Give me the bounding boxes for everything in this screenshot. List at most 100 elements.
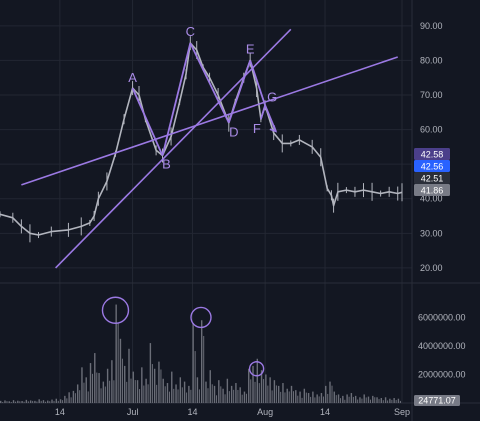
trendline[interactable] [55, 28, 292, 269]
volume-bar [94, 353, 96, 403]
volume-bar [365, 397, 367, 403]
volume-bar [143, 385, 145, 403]
volume-bar [245, 393, 247, 403]
volume-bar [76, 384, 79, 403]
volume-bar [70, 397, 72, 403]
price-tick-label: 30.00 [420, 228, 443, 238]
volume-bar [19, 401, 21, 403]
volume-bar [160, 369, 162, 403]
volume-bar [301, 397, 303, 403]
volume-bar [126, 381, 128, 403]
pattern-label-c: C [186, 24, 195, 39]
volume-bar [269, 377, 271, 403]
pattern-label-b: B [162, 157, 171, 172]
volume-bar [89, 363, 92, 403]
volume-bar [271, 390, 273, 403]
pattern-label-e: E [246, 41, 255, 56]
volume-bar [42, 400, 45, 403]
volume-bar [72, 390, 75, 403]
volume-bar [177, 389, 179, 403]
volume-bar [147, 384, 149, 403]
volume-bar [81, 367, 83, 403]
volume-bar [100, 388, 102, 403]
harmonic-pattern: A B C D E F G [21, 24, 398, 377]
volume-highlight-circle[interactable] [190, 306, 212, 329]
time-tick-label: Aug [257, 407, 273, 417]
pattern-leg[interactable] [189, 42, 230, 124]
volume-bar [168, 391, 170, 403]
volume-bar [391, 399, 393, 403]
volume-bar [6, 401, 8, 403]
volume-bar [130, 378, 132, 403]
pattern-label-d: D [229, 125, 238, 140]
pattern-leg[interactable] [227, 60, 252, 123]
volume-bar [136, 380, 139, 403]
price-tick-label: 90.00 [420, 21, 443, 31]
volume-bar [59, 399, 62, 403]
volume-bar [113, 380, 115, 403]
volume-bar [117, 323, 119, 403]
volume-bar [329, 381, 331, 403]
volume-bar [175, 384, 177, 403]
volume-bar [209, 370, 211, 403]
volume-bar [211, 384, 213, 403]
time-tick-label: 14 [187, 407, 197, 417]
volume-bar [198, 389, 200, 403]
volume-tick-label: 2000000.00 [418, 369, 466, 379]
pattern-leg[interactable] [249, 60, 267, 106]
volume-highlight-circle[interactable] [248, 361, 265, 377]
volume-bar [359, 397, 361, 403]
volume-bar [361, 398, 363, 403]
volume-bar [224, 394, 226, 403]
pattern-leg[interactable] [131, 87, 164, 156]
volume-bar [322, 396, 324, 403]
volume-bar [350, 393, 353, 403]
volume-highlight-circle[interactable] [101, 296, 130, 324]
volume-tag-label: 24771.07 [418, 396, 456, 406]
volume-bar [352, 396, 354, 403]
volume-bar [369, 399, 371, 403]
volume-bar [310, 396, 312, 403]
volume-bar [25, 399, 28, 403]
price-tag-purple [414, 148, 450, 160]
volume-bar [222, 388, 224, 403]
volume-bar [203, 335, 205, 403]
volume-bar [293, 391, 295, 403]
price-tag-label: 41.86 [421, 186, 444, 196]
volume-bar [34, 400, 36, 403]
volume-bar [23, 401, 25, 403]
volume-bar [344, 399, 346, 403]
price-series-line [0, 42, 403, 236]
volume-bar [8, 401, 10, 403]
volume-bar [49, 401, 51, 403]
pattern-label-f: F [253, 121, 261, 136]
volume-bar [318, 396, 320, 403]
volume-bar [121, 358, 123, 403]
volume-bar [248, 368, 250, 403]
volume-bar [382, 400, 384, 403]
volume-bar [389, 398, 391, 403]
pattern-leg[interactable] [260, 105, 267, 120]
volume-bar [335, 395, 337, 403]
volume-bar [38, 399, 40, 403]
volume-bar [4, 400, 6, 403]
volume-bar [218, 380, 220, 403]
volume-bar [29, 400, 32, 403]
volume-bar [87, 391, 89, 403]
volume-bar [252, 365, 254, 403]
pattern-leg[interactable] [161, 42, 192, 156]
volume-bar [340, 398, 342, 403]
time-tick-label: 14 [320, 407, 330, 417]
volume-bar [314, 397, 316, 403]
volume-bar [83, 382, 85, 403]
trendline[interactable] [21, 56, 398, 186]
volume-bar [337, 394, 340, 403]
price-tags: 42.58 42.56 42.51 41.86 24771.07 [414, 148, 460, 406]
volume-bar [367, 396, 370, 403]
volume-bar [190, 389, 192, 403]
volume-bar [141, 367, 143, 403]
volume-bar [106, 368, 109, 403]
volume-bar [151, 364, 153, 403]
volume-bar [258, 383, 260, 403]
